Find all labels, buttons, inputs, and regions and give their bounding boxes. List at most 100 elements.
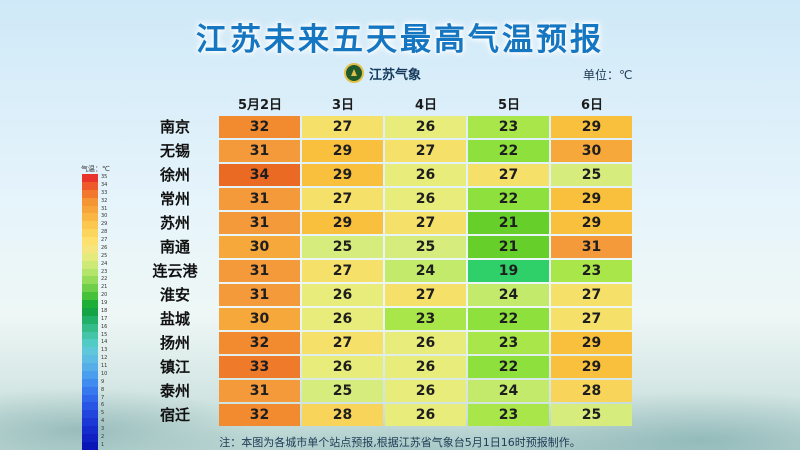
legend-swatch	[82, 174, 98, 182]
temperature-cell: 28	[551, 380, 632, 402]
city-label: 连云港	[152, 262, 198, 280]
legend-label: 14	[101, 339, 108, 346]
column-header: 3日	[331, 98, 355, 113]
temperature-cell: 26	[385, 164, 466, 186]
temperature-cell: 26	[385, 332, 466, 354]
temperature-cell: 30	[219, 236, 300, 258]
temperature-cell: 27	[302, 188, 383, 210]
temperature-cell: 26	[385, 116, 466, 138]
legend-label: 7	[101, 394, 105, 401]
temperature-cell: 27	[551, 284, 632, 306]
temperature-cell: 29	[302, 164, 383, 186]
temperature-cell: 26	[385, 404, 466, 426]
legend-labels: 35 34 33 32 31 30 29 28 27 26 25 24 23 22 21 20 19 18 17 16…	[101, 174, 107, 450]
temperature-cell: 22	[468, 308, 549, 330]
legend-swatch	[82, 276, 98, 285]
temperature-cell: 27	[385, 212, 466, 234]
temperature-cell: 29	[551, 332, 632, 354]
legend-swatch	[82, 386, 98, 395]
legend-swatch	[82, 252, 98, 261]
legend-swatch	[82, 213, 98, 222]
legend-label: 11	[101, 363, 108, 369]
temperature-cell: 31	[219, 140, 300, 162]
temperature-cell: 21	[468, 236, 549, 258]
temperature-cell: 31	[551, 236, 632, 258]
temperature-cell: 32	[219, 332, 300, 354]
legend-label: 21	[101, 284, 108, 291]
legend-label: 12	[101, 355, 108, 362]
legend-label: 1	[101, 441, 105, 448]
temperature-cell: 32	[219, 404, 300, 426]
temperature-cell: 30	[219, 308, 300, 330]
legend-label: 2	[101, 433, 105, 440]
city-label: 扬州	[159, 334, 190, 352]
legend-label: 30	[101, 213, 108, 220]
legend-swatch	[82, 418, 98, 426]
legend-swatch	[82, 394, 98, 403]
legend-title: 气温：℃	[81, 165, 110, 173]
unit-label: 单位：℃	[583, 68, 633, 82]
temperature-cell: 29	[551, 212, 632, 234]
legend-label: 35	[101, 174, 108, 180]
legend-label: 9	[101, 378, 105, 385]
temperature-cell: 30	[551, 140, 632, 162]
temperature-cell: 31	[219, 284, 300, 306]
temperature-cell: 29	[551, 116, 632, 138]
column-header: 4日	[414, 98, 438, 113]
legend-swatch	[82, 300, 98, 308]
legend-swatch	[82, 237, 98, 245]
legend-label: 4	[101, 418, 105, 425]
legend-label: 6	[101, 402, 105, 409]
temperature-cell: 27	[468, 164, 549, 186]
temperature-cell: 22	[468, 356, 549, 378]
footnote: 注：本图为各城市单个站点预报,根据江苏省气象台5月1日16时预报制作。	[219, 436, 581, 449]
legend-color-bar	[82, 174, 98, 450]
temperature-cell: 25	[551, 164, 632, 186]
legend-label: 10	[101, 370, 108, 377]
temperature-cell: 26	[385, 356, 466, 378]
legend-swatch	[82, 268, 98, 277]
column-header: 5月2日	[237, 98, 283, 113]
city-label: 淮安	[159, 286, 190, 304]
temperature-cell: 25	[302, 236, 383, 258]
legend-swatch	[82, 315, 98, 324]
temperature-cell: 23	[468, 404, 549, 426]
city-label: 盐城	[159, 310, 190, 328]
legend-swatch	[82, 221, 98, 230]
temperature-cell: 34	[219, 164, 300, 186]
legend-label: 17	[101, 315, 108, 322]
temperature-cell: 26	[385, 188, 466, 210]
temperature-cell: 27	[385, 284, 466, 306]
city-label: 南京	[159, 118, 190, 136]
temperature-cell: 23	[468, 116, 549, 138]
temperature-cell: 24	[385, 260, 466, 282]
legend-label: 34	[101, 181, 108, 188]
temperature-cell: 26	[302, 308, 383, 330]
temperature-cell: 26	[302, 356, 383, 378]
legend-label: 25	[101, 252, 108, 259]
temperature-cell: 23	[468, 332, 549, 354]
legend-label: 32	[101, 197, 108, 204]
legend-label: 29	[101, 221, 108, 228]
legend-swatch	[82, 331, 98, 340]
temperature-cell: 23	[551, 260, 632, 282]
legend-label: 20	[101, 292, 108, 299]
legend-swatch	[82, 307, 98, 316]
temperature-cell: 22	[468, 140, 549, 162]
legend-label: 3	[101, 426, 105, 432]
page-title: 江苏未来五天最高气温预报	[196, 22, 604, 58]
legend-swatch	[82, 441, 98, 450]
temperature-cell: 25	[385, 236, 466, 258]
legend-swatch	[82, 426, 98, 434]
temperature-cell: 27	[302, 332, 383, 354]
temperature-cell: 27	[551, 308, 632, 330]
logo-text: 江苏气象	[369, 67, 422, 83]
legend-label: 28	[101, 229, 108, 236]
city-label: 南通	[159, 238, 190, 256]
legend-swatch	[82, 292, 98, 300]
legend-swatch	[82, 260, 98, 269]
legend-swatch	[82, 378, 98, 387]
legend-label: 26	[101, 244, 108, 251]
city-label: 泰州	[159, 382, 190, 400]
temperature-cell: 32	[219, 116, 300, 138]
